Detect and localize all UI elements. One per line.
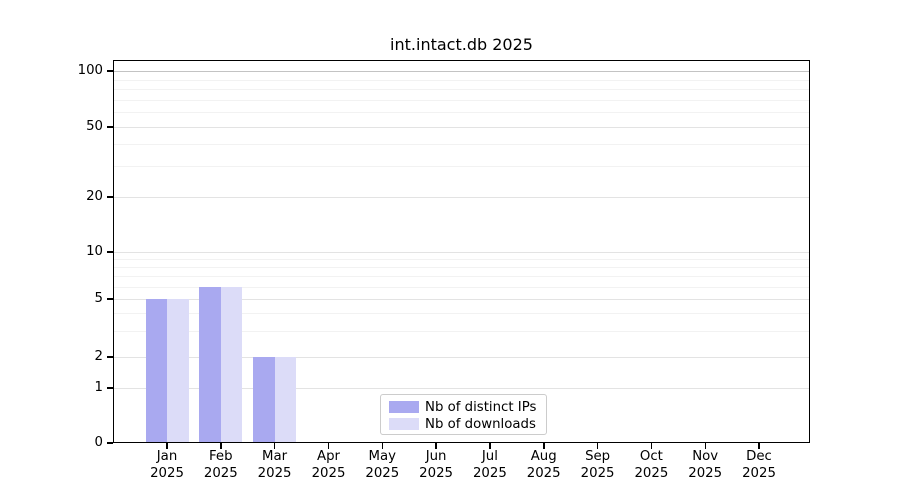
year-label: 2025 [526,466,561,481]
bar-nb-of-downloads-feb [220,286,243,443]
year-label: 2025 [580,466,615,481]
grid-line-minor [113,79,810,81]
month-label: Sep [585,449,611,464]
y-axis-tick-label: 1 [94,380,103,395]
grid-line-major [113,357,810,358]
y-tick-mark [106,196,113,198]
year-label: 2025 [365,466,400,481]
bar-nb-of-downloads-mar [274,357,297,443]
bar-nb-of-distinct-ips-mar [253,357,275,443]
x-axis-tick-label: Nov 2025 [673,448,737,482]
year-label: 2025 [419,466,454,481]
grid-line-minor [113,259,810,261]
grid-line-minor [113,89,810,90]
x-axis-tick-label: Jul 2025 [458,448,522,482]
x-tick-mark [596,443,599,449]
y-tick-mark [106,251,113,253]
grid-line-major [113,299,810,300]
grid-line-minor [113,331,810,333]
x-axis-tick-label: Oct 2025 [619,448,683,482]
x-tick-mark [543,443,545,449]
month-label: Jul [481,449,498,464]
bar-nb-of-distinct-ips-jan [145,299,167,443]
x-tick-mark [489,443,491,449]
month-label: Jun [425,449,447,464]
legend: Nb of distinct IPs Nb of downloads [380,394,547,435]
y-tick-mark [106,126,113,128]
bar-nb-of-downloads-jan [167,299,189,443]
x-tick-mark [758,443,760,449]
x-tick-mark [650,443,653,449]
x-axis-tick-label: Sep 2025 [566,448,630,482]
y-tick-mark [106,356,113,358]
y-axis-tick-label: 50 [86,119,103,134]
month-label: Apr [316,449,340,464]
y-tick-mark [106,387,113,389]
x-tick-mark [166,443,168,449]
grid-line-minor [113,313,810,315]
year-label: 2025 [311,466,346,481]
x-tick-mark [220,443,222,449]
x-tick-mark [704,443,706,449]
x-axis-tick-label: Mar 2025 [243,448,307,482]
legend-row: Nb of distinct IPs [389,399,546,415]
x-axis-tick-label: Jan 2025 [135,448,199,482]
grid-line-minor [113,286,810,288]
x-axis-tick-label: Dec 2025 [727,448,791,482]
y-tick-mark [106,70,113,72]
plot-area [113,60,810,443]
grid-line-minor [113,112,810,114]
legend-label: Nb of distinct IPs [425,399,537,415]
legend-label: Nb of downloads [425,416,536,432]
grid-line-major [113,252,810,253]
grid-line-minor [113,166,810,167]
month-label: Aug [530,449,557,464]
y-tick-mark [106,298,113,300]
x-tick-mark [435,443,437,449]
y-axis-tick-label: 0 [94,435,103,450]
y-axis-tick-label: 10 [86,244,103,259]
year-label: 2025 [688,466,723,481]
bar-nb-of-distinct-ips-feb [199,286,221,443]
legend-row: Nb of downloads [389,416,546,432]
year-label: 2025 [257,466,292,481]
x-tick-mark [273,443,276,449]
year-label: 2025 [472,466,507,481]
grid-line-major [113,71,810,72]
month-label: Feb [209,449,233,464]
year-label: 2025 [634,466,669,481]
y-axis-tick-label: 2 [94,349,103,364]
year-label: 2025 [742,466,776,481]
x-axis-tick-label: Jun 2025 [404,448,468,482]
y-tick-mark [106,442,113,444]
legend-swatch [389,418,419,430]
grid-line-minor [113,144,810,145]
x-axis-tick-label: May 2025 [350,448,414,482]
legend-swatch [389,401,419,413]
x-axis-tick-label: Feb 2025 [189,448,253,482]
grid-line-major [113,197,810,198]
chart-title: int.intact.db 2025 [390,35,533,54]
month-label: Mar [262,449,288,464]
month-label: Jan [156,449,178,464]
month-label: Nov [692,449,719,464]
grid-line-minor [113,267,810,269]
x-axis-tick-label: Aug 2025 [512,448,576,482]
x-tick-mark [381,443,383,449]
y-axis-tick-label: 100 [77,63,103,78]
year-label: 2025 [150,466,184,481]
month-label: Oct [639,449,663,464]
grid-line-major [113,388,810,389]
month-label: Dec [746,449,772,464]
x-axis-tick-label: Apr 2025 [297,448,361,482]
y-axis-tick-label: 20 [86,189,103,204]
grid-line-minor [113,99,810,101]
grid-line-major [113,127,810,128]
year-label: 2025 [203,466,238,481]
x-tick-mark [327,443,330,449]
month-label: May [368,449,397,464]
y-axis-tick-label: 5 [94,291,103,306]
grid-line-minor [113,276,810,278]
